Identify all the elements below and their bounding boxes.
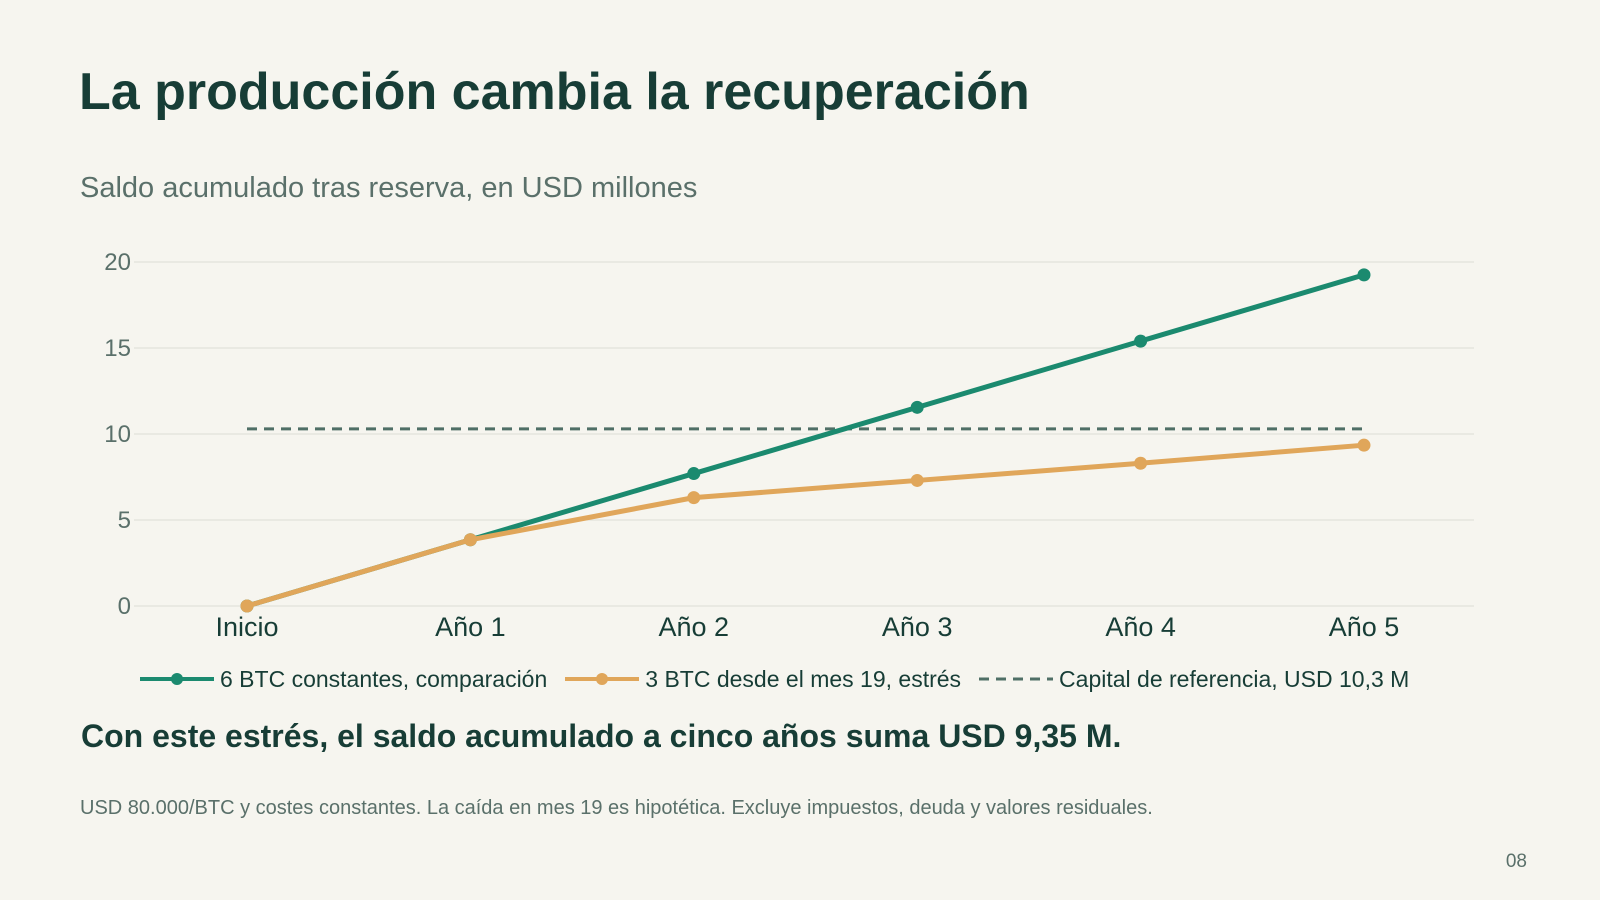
data-point-series-2 bbox=[1134, 456, 1148, 470]
slide-title: La producción cambia la recuperación bbox=[79, 63, 1030, 121]
x-tick-label: Año 5 bbox=[1329, 612, 1400, 642]
x-tick-label: Año 4 bbox=[1105, 612, 1176, 642]
data-point-series-1 bbox=[910, 400, 924, 414]
data-point-series-2 bbox=[463, 533, 477, 547]
page-number: 08 bbox=[1505, 851, 1527, 872]
y-tick-label: 0 bbox=[118, 593, 131, 620]
footnote: USD 80.000/BTC y costes constantes. La c… bbox=[80, 797, 1153, 819]
legend-item-reference: Capital de referencia, USD 10,3 M bbox=[979, 666, 1409, 693]
data-point-series-2 bbox=[1357, 438, 1371, 452]
y-tick-label: 5 bbox=[118, 507, 131, 534]
legend-item-series-1: 6 BTC constantes, comparación bbox=[140, 666, 547, 693]
conclusion-text: Con este estrés, el saldo acumulado a ci… bbox=[81, 718, 1122, 754]
legend-swatch-reference bbox=[979, 677, 1054, 681]
series-line-2 bbox=[244, 442, 1367, 609]
x-tick-label: Año 2 bbox=[659, 612, 730, 642]
y-tick-label: 15 bbox=[104, 335, 131, 362]
data-point-series-1 bbox=[1357, 268, 1371, 282]
legend-label-series-1: 6 BTC constantes, comparación bbox=[220, 665, 548, 692]
legend-item-series-2: 3 BTC desde el mes 19, estrés bbox=[565, 666, 961, 693]
data-point-series-1 bbox=[1134, 334, 1148, 348]
data-point-series-2 bbox=[910, 473, 924, 487]
x-tick-label: Inicio bbox=[215, 612, 278, 642]
legend-swatch-series-2 bbox=[565, 673, 640, 685]
legend-label-reference: Capital de referencia, USD 10,3 M bbox=[1059, 665, 1410, 692]
x-tick-label: Año 1 bbox=[435, 612, 506, 642]
data-point-series-1 bbox=[687, 467, 701, 481]
data-point-series-2 bbox=[240, 599, 254, 613]
legend-label-series-2: 3 BTC desde el mes 19, estrés bbox=[645, 665, 962, 692]
y-tick-label: 20 bbox=[104, 249, 131, 276]
x-tick-label: Año 3 bbox=[882, 612, 953, 642]
chart-subtitle: Saldo acumulado tras reserva, en USD mil… bbox=[80, 172, 698, 204]
data-point-series-2 bbox=[687, 491, 701, 505]
chart-legend: 6 BTC constantes, comparación 3 BTC desd… bbox=[140, 664, 1427, 694]
legend-swatch-series-1 bbox=[140, 673, 214, 685]
line-chart: 0 5 10 15 20 Inicio Año 1 Año 2 Año 3 Año 4 Año 5 bbox=[104, 249, 1474, 642]
y-tick-label: 10 bbox=[104, 421, 131, 448]
